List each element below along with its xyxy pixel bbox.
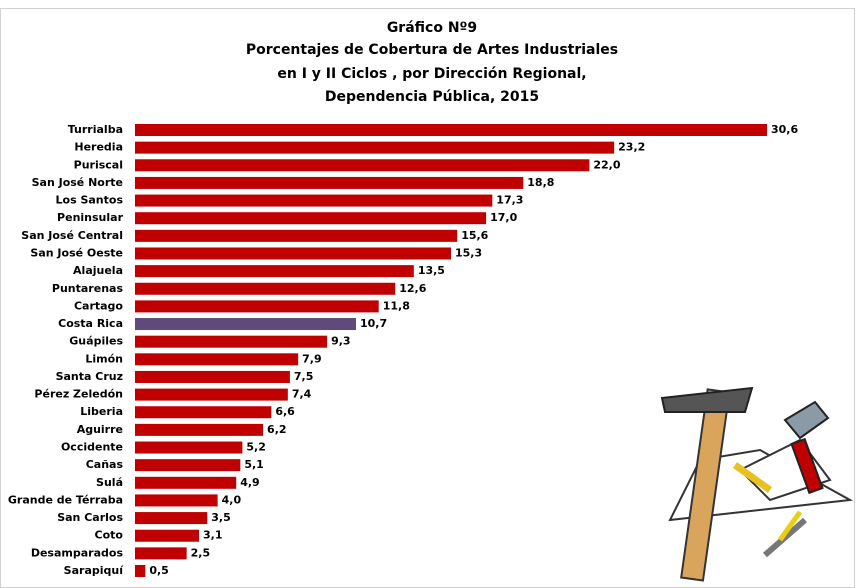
bar <box>135 388 288 401</box>
value-label: 6,2 <box>267 423 287 436</box>
bar <box>135 247 451 260</box>
tools-illustration <box>660 386 854 582</box>
value-label: 15,6 <box>461 229 488 242</box>
category-label: Pérez Zeledón <box>34 388 123 401</box>
bar <box>135 441 243 454</box>
value-label: 5,2 <box>246 441 265 454</box>
bar <box>135 494 218 507</box>
value-label: 9,3 <box>331 335 351 348</box>
category-label: Grande de Térraba <box>8 493 123 506</box>
bar <box>135 529 200 542</box>
value-label: 5,1 <box>244 458 263 471</box>
bar <box>135 423 264 436</box>
category-label: Puntarenas <box>52 282 124 295</box>
bar <box>135 159 590 172</box>
category-label: Alajuela <box>73 264 123 277</box>
value-label: 0,5 <box>149 564 169 577</box>
value-label: 22,0 <box>593 158 620 171</box>
bar <box>135 194 493 207</box>
bar <box>135 406 272 419</box>
category-label: San José Oeste <box>30 246 123 259</box>
chart-title: Porcentajes de Cobertura de Artes Indust… <box>246 42 618 58</box>
bar <box>135 176 524 189</box>
value-label: 18,8 <box>527 176 554 189</box>
bar <box>135 547 187 560</box>
category-label: San Carlos <box>57 511 123 524</box>
bar <box>135 318 356 331</box>
category-label: San José Central <box>21 229 123 242</box>
bar <box>135 565 146 577</box>
category-label: Sarapiquí <box>64 564 125 577</box>
category-label: Peninsular <box>57 211 124 224</box>
value-label: 30,6 <box>771 123 798 136</box>
bar <box>135 370 290 383</box>
value-label: 17,3 <box>496 194 523 207</box>
value-label: 15,3 <box>455 246 482 259</box>
bar <box>135 353 299 366</box>
category-label: Santa Cruz <box>56 370 123 383</box>
bar <box>135 459 241 472</box>
category-label: Turrialba <box>68 123 123 136</box>
category-label: Heredia <box>74 141 123 154</box>
value-label: 3,1 <box>203 529 223 542</box>
category-label: Los Santos <box>56 194 124 207</box>
value-label: 13,5 <box>418 264 445 277</box>
value-label: 4,0 <box>222 493 242 506</box>
value-label: 23,2 <box>618 141 645 154</box>
category-label: Coto <box>95 529 124 542</box>
bar <box>135 212 487 225</box>
category-label: Limón <box>85 352 123 365</box>
value-label: 11,8 <box>383 299 410 312</box>
chart-title: Gráfico Nº9 <box>387 20 477 36</box>
chart-title: Dependencia Pública, 2015 <box>325 89 539 105</box>
category-label: Aguirre <box>77 423 123 436</box>
category-label: Desamparados <box>31 546 124 559</box>
category-label: Costa Rica <box>58 317 123 330</box>
chart-title: en I y II Ciclos , por Dirección Regiona… <box>277 66 586 82</box>
category-label: Sulá <box>96 476 123 489</box>
value-label: 10,7 <box>360 317 387 330</box>
value-label: 3,5 <box>211 511 231 524</box>
bar <box>135 265 414 278</box>
value-label: 12,6 <box>399 282 426 295</box>
category-label: Puriscal <box>74 158 123 171</box>
value-label: 17,0 <box>490 211 517 224</box>
bar <box>135 300 379 313</box>
bar <box>135 282 396 295</box>
category-label: Guápiles <box>69 335 123 348</box>
value-label: 7,4 <box>292 388 312 401</box>
value-label: 7,5 <box>294 370 314 383</box>
bar <box>135 124 767 136</box>
category-label: Liberia <box>80 405 123 418</box>
value-label: 7,9 <box>302 352 322 365</box>
value-label: 6,6 <box>275 405 295 418</box>
bar <box>135 229 458 242</box>
bar <box>135 476 237 489</box>
category-label: Cartago <box>74 299 123 312</box>
category-label: Cañas <box>86 458 124 471</box>
value-label: 2,5 <box>191 546 211 559</box>
bar <box>135 335 328 348</box>
bar <box>135 512 208 525</box>
value-label: 4,9 <box>240 476 260 489</box>
category-label: San José Norte <box>32 176 123 189</box>
category-label: Occidente <box>61 441 123 454</box>
bar <box>135 141 615 154</box>
